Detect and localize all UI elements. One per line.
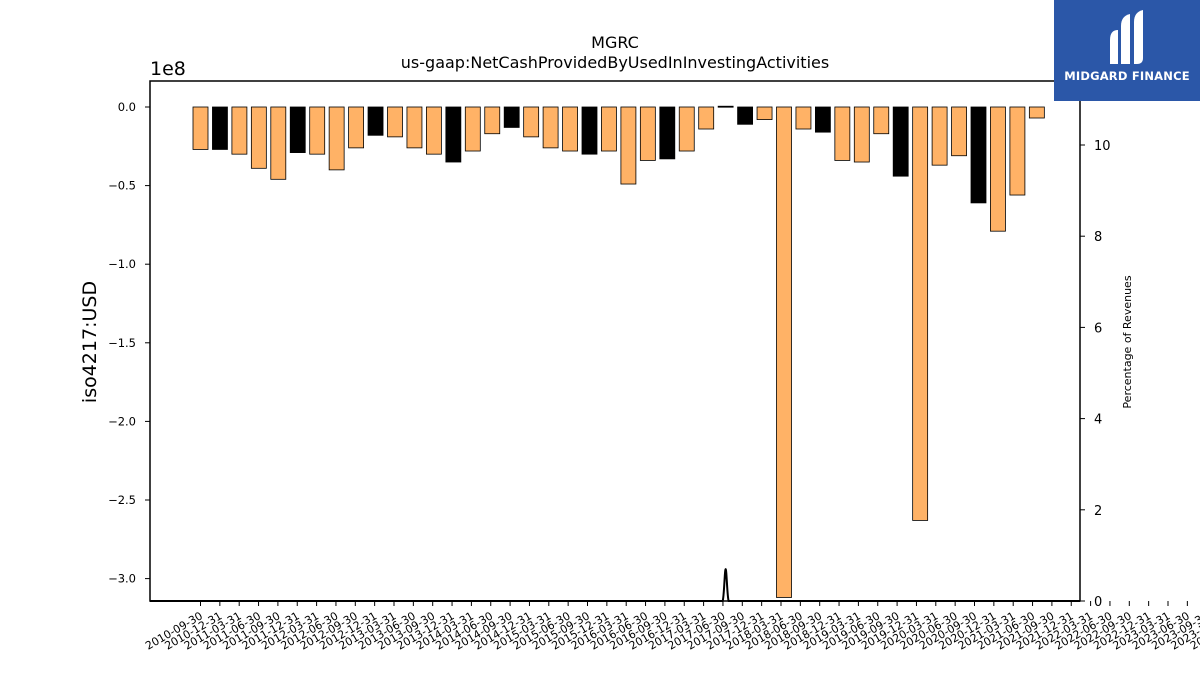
bar [717, 105, 734, 108]
bar [1028, 106, 1045, 119]
bar [776, 106, 792, 598]
y-tick-label: −0.5 [108, 179, 136, 193]
bar [873, 106, 890, 135]
bar [367, 106, 384, 136]
y2-tick-label: 2 [1094, 504, 1102, 519]
y-tick-label: −2.0 [108, 414, 136, 428]
x-axis-ticks: 2010-09-302010-12-312011-03-312011-06-30… [143, 601, 1200, 653]
bar [523, 106, 540, 138]
bar [484, 106, 501, 135]
y-tick-label: −2.5 [108, 493, 136, 507]
logo-text: MIDGARD FINANCE [1064, 69, 1190, 83]
y-tick-label: −1.5 [108, 336, 136, 350]
bar [795, 106, 812, 130]
bar [601, 106, 617, 152]
bar [270, 106, 287, 180]
bar [212, 106, 228, 150]
bar [503, 106, 520, 128]
chart-subtitle: us-gaap:NetCashProvidedByUsedInInvesting… [401, 53, 829, 72]
bar [659, 106, 676, 160]
bar [990, 106, 1006, 232]
bar [192, 106, 209, 150]
bar [542, 106, 559, 149]
bar [931, 106, 948, 166]
bar [425, 106, 442, 155]
bar [250, 106, 267, 169]
bar [406, 106, 423, 149]
chart-title: MGRC [591, 33, 639, 52]
bar [892, 106, 909, 177]
bar [348, 106, 365, 149]
bar [309, 106, 326, 155]
bar [970, 106, 987, 204]
bar [951, 106, 967, 157]
y-axis-label: iso4217:USD [79, 281, 101, 403]
bar [445, 106, 462, 163]
bar [1009, 106, 1026, 196]
bar [581, 106, 598, 155]
secondary-line-series [150, 568, 1080, 602]
bar [231, 106, 248, 155]
bar [289, 106, 306, 153]
bar [387, 106, 403, 138]
y2-tick-label: 6 [1094, 321, 1102, 336]
y2-tick-label: 0 [1094, 595, 1102, 610]
logo-mark-icon [1110, 10, 1143, 64]
bar [639, 106, 656, 161]
bar [620, 106, 637, 185]
bar-series [192, 105, 1045, 598]
y2-tick-label: 10 [1094, 139, 1111, 154]
y-tick-label: −1.0 [108, 257, 136, 271]
y2-tick-label: 4 [1094, 413, 1102, 428]
bar [464, 106, 481, 152]
brand-logo: MIDGARD FINANCE [1054, 0, 1200, 101]
bar [912, 106, 929, 521]
y2-axis-label: Percentage of Revenues [1121, 275, 1134, 408]
bar [698, 106, 715, 130]
bar [678, 106, 695, 152]
bar [562, 106, 578, 152]
bar [853, 106, 870, 163]
y-tick-label: −3.0 [108, 572, 136, 586]
y-axis-offset-label: 1e8 [150, 58, 186, 80]
y-tick-label: 0.0 [118, 100, 136, 114]
bar [834, 106, 851, 161]
bar [737, 106, 753, 125]
bar [756, 106, 773, 120]
y-axis-ticks: 0.0 −0.5 −1.0 −1.5 −2.0 −2.5 −3.0 [108, 100, 150, 586]
bar [328, 106, 345, 171]
y2-tick-label: 8 [1094, 230, 1102, 245]
secondary-line [150, 568, 1080, 602]
y2-axis-ticks: 0 2 4 6 8 10 [1080, 139, 1111, 610]
bar [815, 106, 831, 133]
